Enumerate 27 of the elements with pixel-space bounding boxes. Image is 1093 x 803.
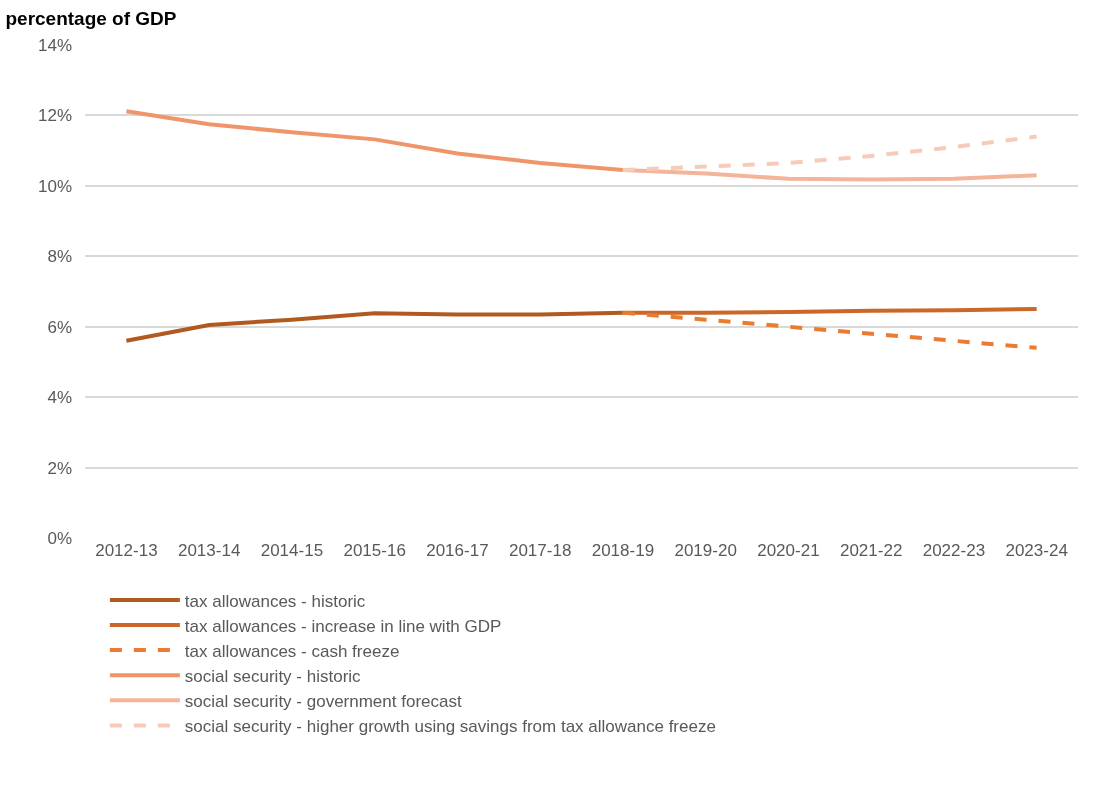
legend-label: tax allowances - increase in line with GDP xyxy=(184,616,502,636)
y-tick-label: 6% xyxy=(47,317,72,337)
x-tick-label: 2017-18 xyxy=(508,541,572,560)
y-tick-label: 12% xyxy=(37,106,72,126)
x-tick-label: 2012-13 xyxy=(95,541,158,560)
legend-label: tax allowances - historic xyxy=(184,591,366,611)
legend-label: social security - higher growth using savings from tax allowance freeze xyxy=(184,717,716,737)
x-tick-label: 2023-24 xyxy=(1005,541,1068,560)
x-tick-label: 2020-21 xyxy=(757,541,820,560)
x-tick-label: 2014-15 xyxy=(260,541,324,560)
chart-title: percentage of GDP xyxy=(5,8,177,30)
x-tick-label: 2013-14 xyxy=(177,541,241,560)
legend-label: social security - government forecast xyxy=(184,691,462,711)
y-tick-label: 4% xyxy=(47,388,72,408)
x-tick-label: 2015-16 xyxy=(343,541,406,560)
y-tick-label: 8% xyxy=(47,247,72,267)
x-tick-label: 2016-17 xyxy=(426,541,489,560)
legend-label: tax allowances - cash freeze xyxy=(184,641,400,661)
y-tick-label: 2% xyxy=(47,458,72,478)
x-tick-label: 2022-23 xyxy=(922,541,986,560)
x-tick-label: 2021-22 xyxy=(839,541,903,560)
legend-label: social security - historic xyxy=(184,666,362,686)
x-tick-label: 2018-19 xyxy=(591,541,655,560)
y-tick-label: 0% xyxy=(47,528,72,548)
y-tick-label: 10% xyxy=(37,176,72,196)
y-tick-label: 14% xyxy=(37,35,72,55)
x-tick-label: 2019-20 xyxy=(674,541,737,560)
